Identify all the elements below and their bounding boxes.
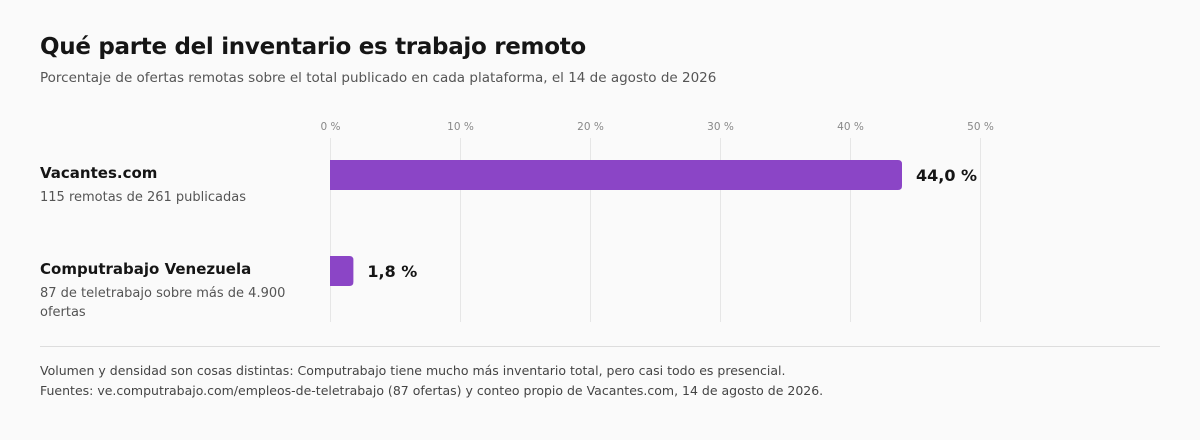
x-tick-label: 50 % — [967, 121, 994, 133]
bar — [330, 160, 902, 190]
category-detail: 115 remotas de 261 publicadas — [40, 190, 246, 205]
footer-divider — [40, 346, 1160, 347]
value-label: 1,8 % — [367, 262, 417, 281]
chart-subtitle: Porcentaje de ofertas remotas sobre el t… — [40, 70, 717, 86]
value-label: 44,0 % — [916, 166, 977, 185]
footer-source: Fuentes: ve.computrabajo.com/empleos-de-… — [40, 383, 824, 398]
category-label-computrabajo: Computrabajo Venezuela 87 de teletrabajo… — [40, 260, 300, 322]
x-tick-label: 20 % — [577, 121, 604, 133]
category-detail: 87 de teletrabajo sobre más de 4.900 ofe… — [40, 286, 286, 320]
category-name: Vacantes.com — [40, 164, 158, 182]
category-name: Computrabajo Venezuela — [40, 260, 252, 278]
footer-note: Volumen y densidad son cosas distintas: … — [40, 363, 786, 378]
x-tick-label: 40 % — [837, 121, 864, 133]
x-tick-label: 10 % — [447, 121, 474, 133]
x-tick-label: 30 % — [707, 121, 734, 133]
category-label-vacantes: Vacantes.com 115 remotas de 261 publicad… — [40, 164, 300, 207]
chart-title: Qué parte del inventario es trabajo remo… — [40, 34, 586, 60]
bar — [330, 256, 354, 286]
x-tick-label: 0 % — [321, 121, 341, 133]
